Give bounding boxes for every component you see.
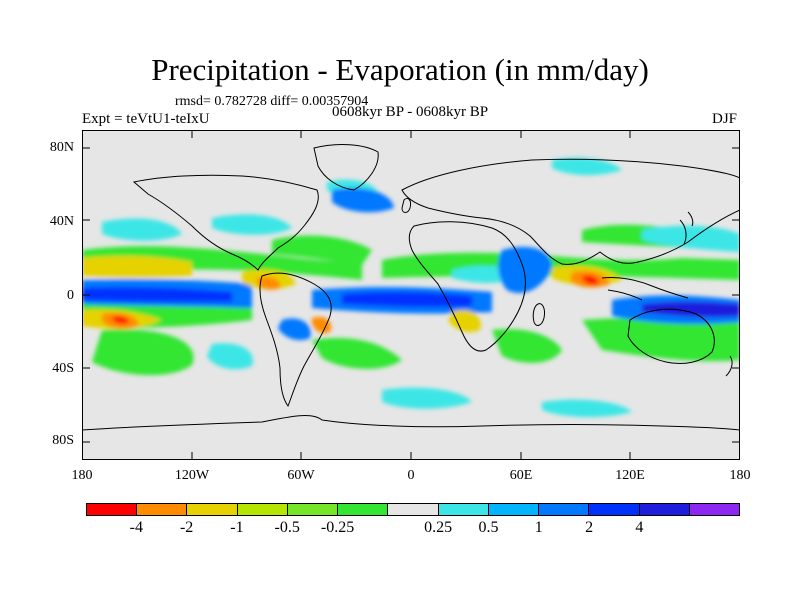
field-region	[272, 235, 372, 265]
field-region	[82, 287, 232, 302]
field-region	[112, 316, 129, 324]
y-tick-label: 80N	[49, 140, 74, 155]
field-region	[207, 343, 253, 370]
field-region	[382, 387, 472, 409]
x-tick-label: 180	[729, 468, 751, 483]
field-region	[582, 275, 599, 285]
field-region	[582, 317, 740, 362]
coastline-antarctica	[82, 415, 740, 431]
field-region	[102, 218, 182, 241]
colorbar-label: 0.25	[424, 519, 453, 536]
y-tick-label: 0	[67, 288, 74, 303]
experiment-label: Expt = teVtU1-teIxU	[82, 111, 210, 127]
colorbar-label: -0.5	[274, 519, 300, 536]
colorbar-swatch	[287, 504, 339, 515]
field-region	[492, 328, 562, 363]
coastline-uk	[401, 197, 411, 213]
colorbar-label: 0.5	[478, 519, 499, 536]
y-tick-label: 40N	[49, 214, 74, 229]
field-region	[92, 329, 194, 376]
period-label: 0608kyr BP - 0608kyr BP	[331, 104, 489, 120]
colorbar	[86, 503, 740, 516]
season-label: DJF	[712, 111, 738, 127]
field-region	[311, 316, 332, 334]
coastline-indonesia	[601, 277, 689, 301]
field-region	[642, 225, 740, 252]
colorbar-swatch	[338, 504, 389, 515]
coastline-south-america	[259, 272, 332, 408]
y-tick-label: 80S	[52, 433, 74, 448]
x-tick-label: 60E	[509, 468, 533, 483]
field-region	[552, 157, 622, 176]
colorbar-swatch	[488, 504, 540, 515]
colorbar-label: -0.25	[320, 519, 355, 536]
colorbar-label: 2	[585, 519, 594, 536]
coastline-africa	[408, 221, 526, 352]
colorbar-label: -2	[179, 519, 194, 536]
field-region	[342, 291, 472, 307]
field-region	[82, 255, 192, 278]
stats-label: rmsd= 0.782728 diff= 0.00357904	[175, 94, 369, 109]
x-tick-label: 180	[71, 468, 93, 483]
coastline-madagascar	[532, 303, 545, 326]
colorbar-swatch	[589, 504, 640, 515]
colorbar-swatch	[689, 504, 740, 515]
colorbar-label: -1	[230, 519, 244, 536]
colorbar-label: 4	[635, 519, 644, 536]
colorbar-swatch	[137, 504, 188, 515]
field-region	[332, 188, 394, 213]
chart-title: Precipitation - Evaporation (in mm/day)	[151, 52, 649, 87]
field-region	[542, 399, 632, 418]
coastline-greenland	[313, 144, 379, 191]
coastline-new-zealand	[725, 355, 733, 377]
field-region	[278, 318, 311, 341]
coastline-north-america	[132, 174, 319, 271]
x-tick-label: 120E	[615, 468, 645, 483]
y-tick-label: 40S	[52, 361, 74, 376]
x-tick-label: 60W	[287, 468, 315, 483]
colorbar-swatch	[237, 504, 288, 515]
field-region	[257, 276, 281, 290]
field-region	[212, 214, 292, 235]
field-region	[448, 310, 481, 333]
colorbar-swatch	[639, 504, 690, 515]
colorbar-swatch	[87, 504, 138, 515]
colorbar-swatch	[438, 504, 489, 515]
precip-evap-map	[82, 130, 740, 460]
colorbar-swatch	[187, 504, 238, 515]
colorbar-swatch	[388, 504, 439, 515]
coastline-eurasia	[401, 158, 740, 265]
colorbar-label: -4	[129, 519, 143, 536]
coastlines	[82, 144, 740, 431]
field-region	[82, 246, 362, 280]
field-region	[312, 338, 402, 369]
coastline-japan	[679, 211, 694, 245]
x-tick-label: 120W	[174, 468, 210, 483]
colorbar-label: 1	[534, 519, 543, 536]
field-region	[498, 246, 552, 294]
map-panel	[82, 130, 740, 460]
x-tick-label: 0	[407, 468, 415, 483]
coastline-australia	[627, 308, 715, 365]
field-region	[642, 301, 740, 317]
axis-ticks	[82, 130, 740, 460]
colorbar-swatch	[539, 504, 590, 515]
